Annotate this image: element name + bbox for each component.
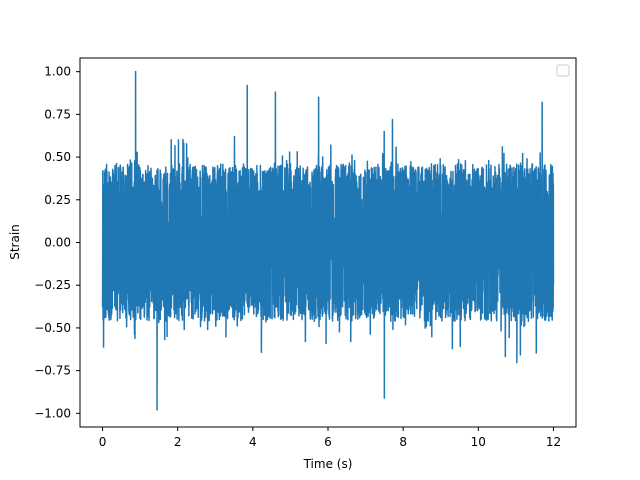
y-tick-label: 0.50: [44, 150, 71, 164]
series-layer: [101, 70, 555, 411]
y-tick-label: 0.00: [44, 236, 71, 250]
y-tick-label: −1.00: [34, 406, 71, 420]
x-tick-label: 2: [174, 435, 182, 449]
x-tick-label: 8: [399, 435, 407, 449]
x-axis-label: Time (s): [303, 457, 353, 471]
strain-series-line: [101, 70, 555, 411]
x-tick-label: 4: [249, 435, 257, 449]
x-axis: 0 2 4 6 8 10 12: [99, 427, 561, 449]
y-tick-label: 0.25: [44, 193, 71, 207]
y-tick-label: −0.50: [34, 321, 71, 335]
x-tick-label: 12: [546, 435, 561, 449]
y-tick-label: −0.25: [34, 278, 71, 292]
x-tick-label: 6: [324, 435, 332, 449]
y-tick-label: −0.75: [34, 364, 71, 378]
legend-box: [556, 64, 570, 77]
y-axis-label: Strain: [8, 224, 22, 260]
x-tick-label: 10: [471, 435, 486, 449]
y-axis: 1.00 0.75 0.50 0.25 0.00 −0.25 −0.50 −0.75 −1.00: [34, 65, 80, 420]
y-tick-label: 1.00: [44, 65, 71, 79]
x-tick-label: 0: [99, 435, 107, 449]
y-tick-label: 0.75: [44, 107, 71, 121]
